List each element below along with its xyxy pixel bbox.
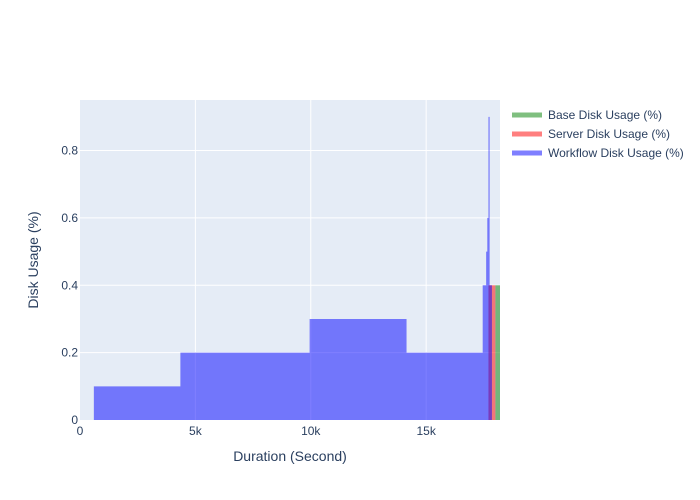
- legend-label: Base Disk Usage (%): [548, 108, 662, 122]
- y-tick-label: 0.4: [61, 278, 78, 292]
- y-axis-title: Disk Usage (%): [25, 211, 41, 308]
- series-area-0: [495, 285, 500, 420]
- x-axis-title: Duration (Second): [233, 448, 347, 464]
- x-tick-label: 5k: [189, 424, 203, 438]
- y-tick-label: 0.6: [61, 211, 78, 225]
- legend-item[interactable]: Server Disk Usage (%): [512, 127, 670, 141]
- y-axis-ticks: 0 0.2 0.4 0.6 0.8: [61, 144, 78, 427]
- legend-label: Workflow Disk Usage (%): [548, 146, 684, 160]
- x-tick-label: 15k: [416, 424, 436, 438]
- y-tick-label: 0: [71, 413, 78, 427]
- x-tick-label: 10k: [301, 424, 321, 438]
- series-layer: [93, 116, 500, 420]
- legend-item[interactable]: Workflow Disk Usage (%): [512, 146, 684, 160]
- x-tick-label: 0: [77, 424, 84, 438]
- legend-label: Server Disk Usage (%): [548, 127, 670, 141]
- y-tick-label: 0.8: [61, 144, 78, 158]
- legend[interactable]: Base Disk Usage (%) Server Disk Usage (%)…: [512, 108, 684, 160]
- legend-item[interactable]: Base Disk Usage (%): [512, 108, 662, 122]
- y-tick-label: 0.2: [61, 346, 78, 360]
- series-area-2: [93, 116, 492, 420]
- x-axis-ticks: 0 5k 10k 15k: [77, 424, 437, 438]
